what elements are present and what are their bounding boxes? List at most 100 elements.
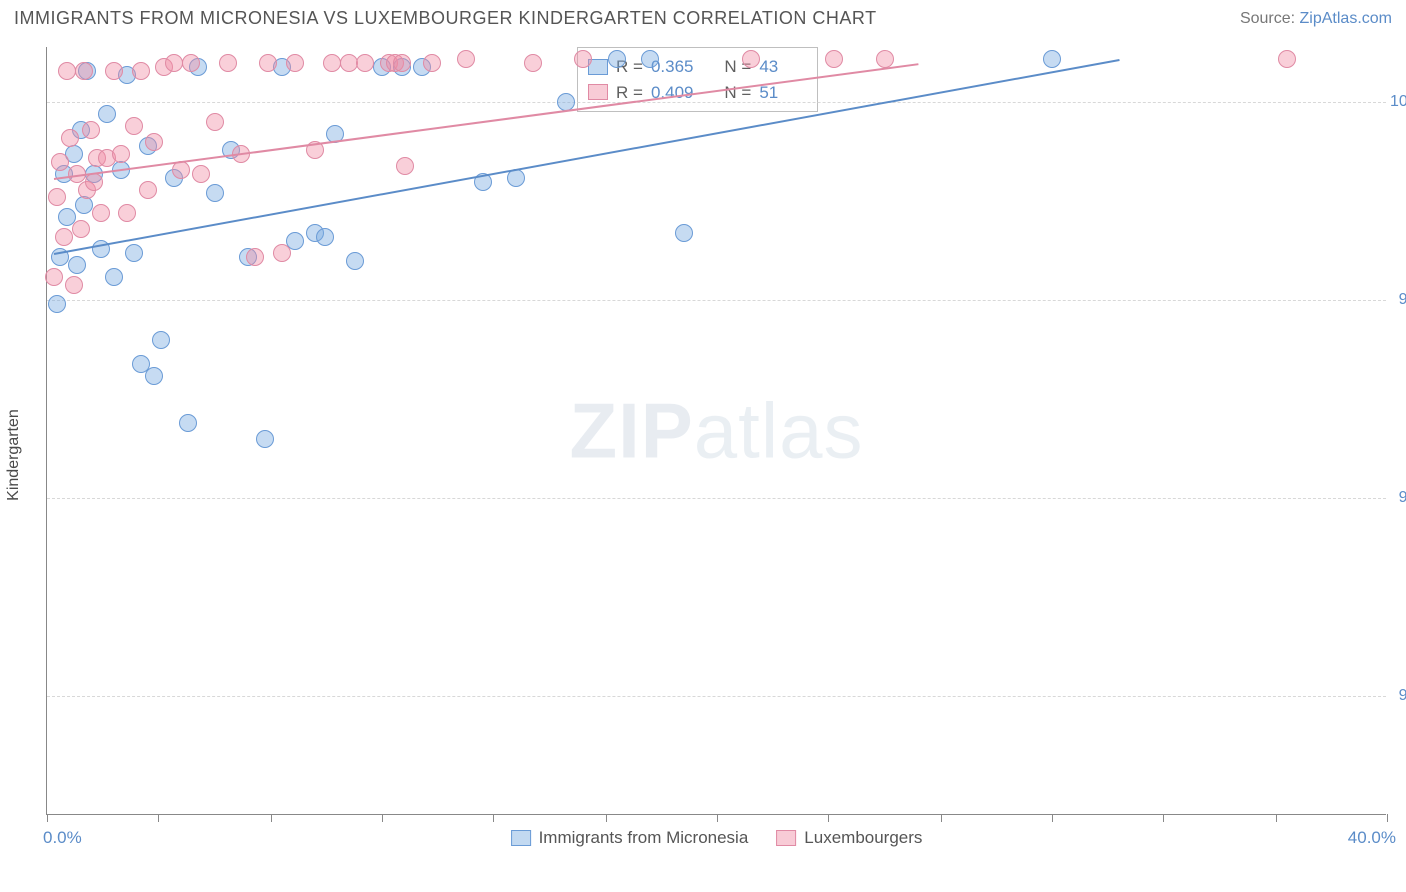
legend-swatch	[588, 84, 608, 100]
data-point	[179, 414, 197, 432]
data-point	[1278, 50, 1296, 68]
data-point	[742, 50, 760, 68]
data-point	[165, 54, 183, 72]
watermark-rest: atlas	[694, 386, 864, 474]
y-axis-title: Kindergarten	[5, 409, 23, 501]
data-point	[51, 153, 69, 171]
data-point	[68, 256, 86, 274]
data-point	[125, 117, 143, 135]
data-point	[256, 430, 274, 448]
source-label: Source:	[1240, 10, 1295, 27]
data-point	[118, 204, 136, 222]
x-tick	[158, 814, 159, 822]
plot-area: ZIPatlas R = 0.365 N = 43R = 0.409 N = 5…	[46, 47, 1386, 815]
data-point	[92, 204, 110, 222]
data-point	[192, 165, 210, 183]
data-point	[112, 145, 130, 163]
data-point	[608, 50, 626, 68]
data-point	[524, 54, 542, 72]
data-point	[58, 62, 76, 80]
y-tick-label: 92.5%	[1390, 687, 1406, 705]
data-point	[61, 129, 79, 147]
data-point	[98, 105, 116, 123]
x-tick	[941, 814, 942, 822]
legend-item: Luxembourgers	[776, 828, 922, 848]
data-point	[72, 220, 90, 238]
data-point	[125, 244, 143, 262]
n-value: 43	[759, 54, 807, 80]
data-point	[145, 367, 163, 385]
legend-label: Luxembourgers	[804, 828, 922, 848]
data-point	[75, 196, 93, 214]
data-point	[75, 62, 93, 80]
data-point	[675, 224, 693, 242]
watermark-bold: ZIP	[569, 386, 693, 474]
legend-swatch	[511, 830, 531, 846]
data-point	[45, 268, 63, 286]
x-axis-min-label: 0.0%	[43, 828, 82, 848]
y-tick-label: 97.5%	[1390, 291, 1406, 309]
legend-label: Immigrants from Micronesia	[539, 828, 749, 848]
y-tick-label: 95.0%	[1390, 489, 1406, 507]
x-tick	[606, 814, 607, 822]
x-tick	[828, 814, 829, 822]
data-point	[48, 295, 66, 313]
x-tick	[382, 814, 383, 822]
data-point	[273, 244, 291, 262]
bottom-legend: Immigrants from Micronesia Luxembourgers	[511, 828, 923, 848]
data-point	[393, 54, 411, 72]
source-attribution: Source: ZipAtlas.com	[1240, 10, 1392, 28]
chart-title: IMMIGRANTS FROM MICRONESIA VS LUXEMBOURG…	[14, 8, 877, 29]
x-tick	[717, 814, 718, 822]
data-point	[323, 54, 341, 72]
data-point	[219, 54, 237, 72]
data-point	[132, 62, 150, 80]
watermark: ZIPatlas	[569, 385, 863, 476]
data-point	[152, 331, 170, 349]
gridline	[47, 102, 1386, 103]
gridline	[47, 498, 1386, 499]
data-point	[1043, 50, 1061, 68]
data-point	[65, 276, 83, 294]
header: IMMIGRANTS FROM MICRONESIA VS LUXEMBOURG…	[0, 0, 1406, 35]
data-point	[356, 54, 374, 72]
data-point	[423, 54, 441, 72]
x-axis-max-label: 40.0%	[1348, 828, 1396, 848]
x-tick	[493, 814, 494, 822]
data-point	[206, 184, 224, 202]
data-point	[139, 181, 157, 199]
data-point	[396, 157, 414, 175]
legend-swatch	[776, 830, 796, 846]
legend-item: Immigrants from Micronesia	[511, 828, 749, 848]
data-point	[340, 54, 358, 72]
data-point	[182, 54, 200, 72]
data-point	[876, 50, 894, 68]
n-label: N =	[724, 80, 751, 106]
gridline	[47, 300, 1386, 301]
data-point	[316, 228, 334, 246]
x-tick	[1163, 814, 1164, 822]
x-tick	[47, 814, 48, 822]
source-link[interactable]: ZipAtlas.com	[1300, 10, 1392, 27]
gridline	[47, 696, 1386, 697]
data-point	[105, 62, 123, 80]
x-tick	[271, 814, 272, 822]
data-point	[641, 50, 659, 68]
data-point	[82, 121, 100, 139]
data-point	[346, 252, 364, 270]
data-point	[145, 133, 163, 151]
x-tick	[1052, 814, 1053, 822]
data-point	[259, 54, 277, 72]
data-point	[105, 268, 123, 286]
data-point	[55, 228, 73, 246]
chart-container: Kindergarten ZIPatlas R = 0.365 N = 43R …	[0, 35, 1406, 875]
data-point	[286, 54, 304, 72]
data-point	[825, 50, 843, 68]
data-point	[457, 50, 475, 68]
y-tick-label: 100.0%	[1390, 93, 1406, 111]
x-tick	[1276, 814, 1277, 822]
data-point	[48, 188, 66, 206]
data-point	[574, 50, 592, 68]
x-tick	[1387, 814, 1388, 822]
data-point	[246, 248, 264, 266]
